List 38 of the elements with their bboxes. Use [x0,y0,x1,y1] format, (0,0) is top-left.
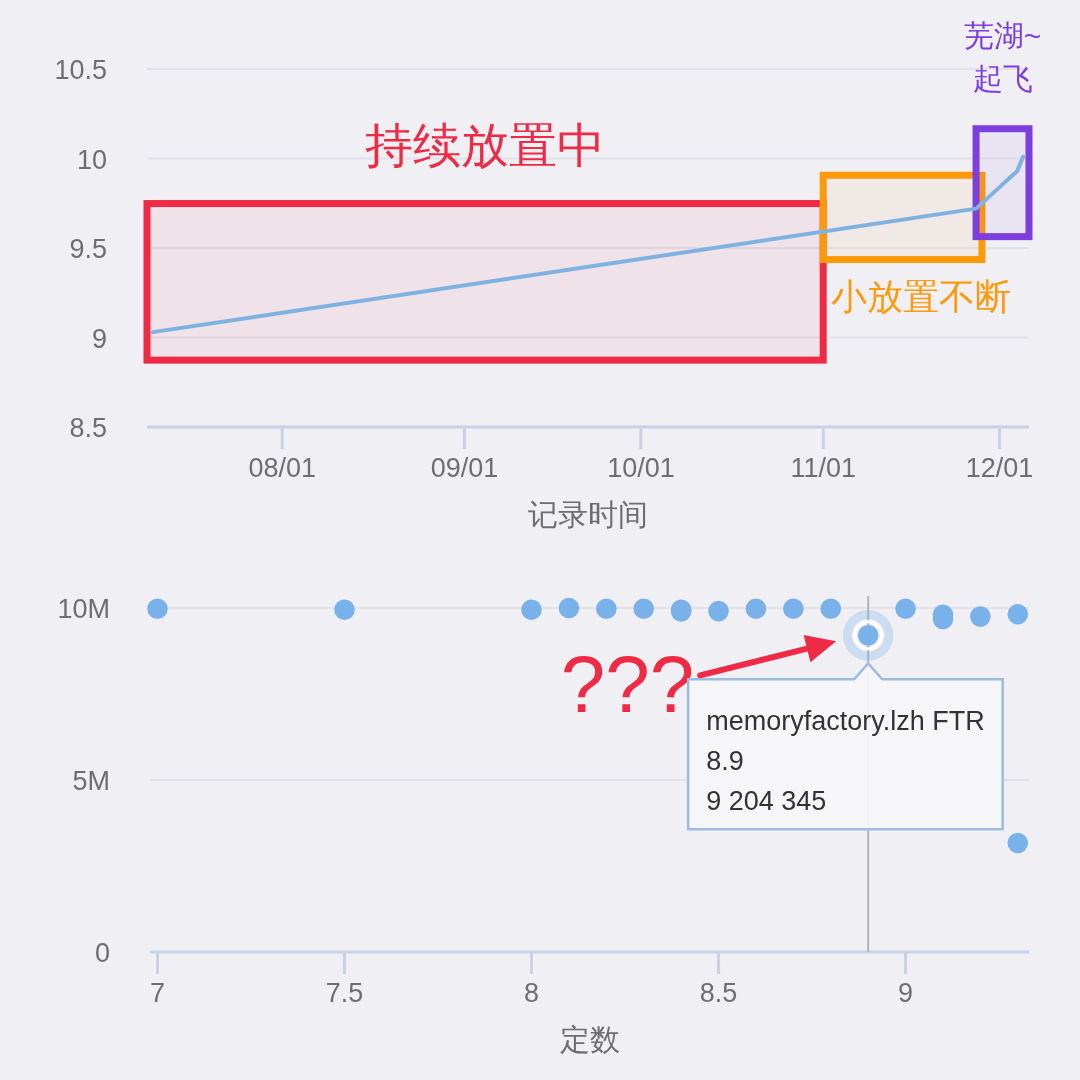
x-axis-title: 记录时间 [528,498,648,531]
x-axis-title: 定数 [559,1023,620,1056]
x-tick-label: 12/01 [965,453,1034,483]
y-tick-label: 9 [91,323,107,354]
y-tick-label: 0 [94,938,110,968]
point [334,599,355,621]
annotation: memoryfactory.lzh FTR 8.9 9 204 345 [706,706,985,817]
y-tick-label: 9.5 [69,234,107,264]
point [1007,832,1029,854]
point [1007,603,1029,625]
y-tick-label: 10.5 [54,55,107,85]
y-tick-label: 8.5 [69,413,107,443]
point [633,598,655,619]
x-tick-label: 9 [898,978,914,1008]
point [558,597,580,619]
y-tick-label: 10M [57,594,110,624]
y-tick-label: 5M [72,766,110,796]
x-tick-label: 7 [149,978,165,1008]
point [820,598,842,619]
x-tick-label: 8 [524,978,540,1008]
x-tick-label: 8.5 [699,978,738,1008]
band-label: 小放置不断 [831,275,1012,317]
x-tick-label: 11/01 [790,453,856,483]
point [521,599,542,621]
point [970,606,991,627]
band-label: 持续放置中 [365,118,606,172]
point [708,600,729,622]
x-tick-label: 08/01 [248,453,317,483]
point [596,598,617,619]
band-label: 芜湖~ 起飞 [963,18,1042,96]
point [745,598,767,619]
point [895,598,916,619]
x-tick-label: 10/01 [607,453,675,483]
point [783,598,804,619]
x-tick-label: 09/01 [430,453,499,483]
x-tick-label: 7.5 [325,978,364,1008]
point [147,598,168,619]
y-tick-label: 10 [76,144,107,175]
